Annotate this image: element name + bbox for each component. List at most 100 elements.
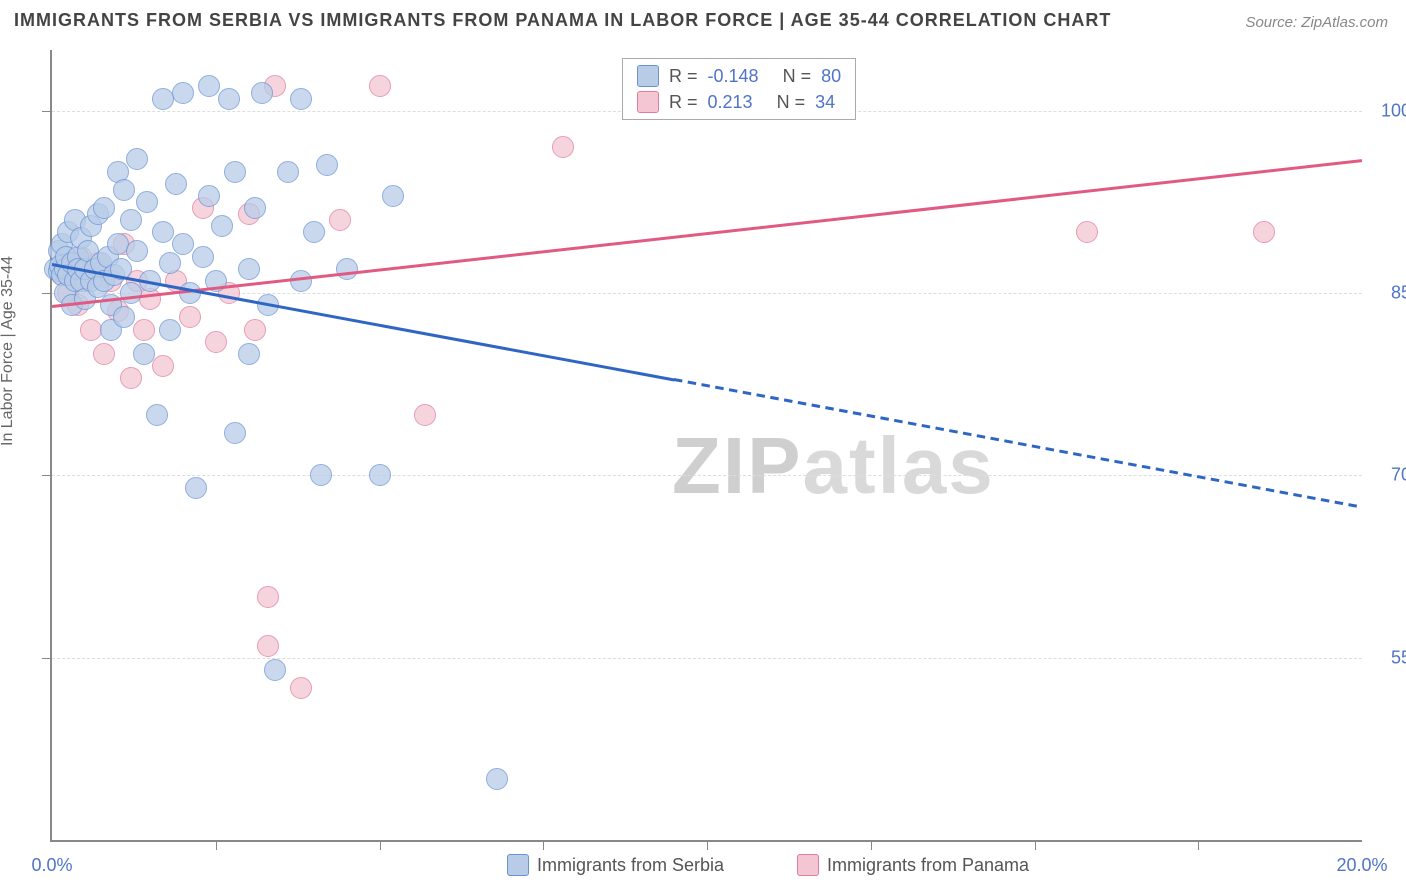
data-point-panama [1076,221,1098,243]
legend-series-serbia: Immigrants from Serbia [507,854,724,876]
x-tick-mark [216,840,217,850]
legend-series-label: Immigrants from Panama [827,855,1029,876]
y-tick-label: 55.0% [1372,647,1406,668]
data-point-panama [152,355,174,377]
data-point-serbia [93,197,115,219]
gridline [52,475,1362,476]
chart-container: IMMIGRANTS FROM SERBIA VS IMMIGRANTS FRO… [0,0,1406,892]
legend-swatch-serbia [637,65,659,87]
data-point-serbia [120,282,142,304]
legend-row-serbia: R = -0.148 N = 80 [623,63,855,89]
data-point-panama [205,331,227,353]
y-tick-label: 100.0% [1372,100,1406,121]
data-point-serbia [264,659,286,681]
x-tick-mark [1198,840,1199,850]
data-point-serbia [303,221,325,243]
data-point-serbia [238,258,260,280]
data-point-panama [179,306,201,328]
data-point-serbia [192,246,214,268]
data-point-serbia [146,404,168,426]
legend-swatch-icon [507,854,529,876]
y-tick-mark [42,475,52,476]
data-point-serbia [382,185,404,207]
legend-r-value: -0.148 [708,66,759,87]
data-point-serbia [238,343,260,365]
data-point-serbia [120,209,142,231]
data-point-serbia [172,82,194,104]
legend-series-label: Immigrants from Serbia [537,855,724,876]
y-axis-label: In Labor Force | Age 35-44 [0,256,17,446]
x-tick-mark [707,840,708,850]
data-point-serbia [152,221,174,243]
regression-line-panama [52,159,1362,307]
regression-line-serbia-extrapolated [674,378,1362,508]
legend-n-value: 34 [815,92,835,113]
data-point-serbia [211,215,233,237]
data-point-serbia [224,161,246,183]
data-point-serbia [113,306,135,328]
data-point-serbia [107,233,129,255]
data-point-panama [133,319,155,341]
data-point-serbia [316,154,338,176]
data-point-serbia [251,82,273,104]
data-point-serbia [136,191,158,213]
data-point-panama [329,209,351,231]
data-point-serbia [113,179,135,201]
data-point-serbia [244,197,266,219]
data-point-panama [93,343,115,365]
data-point-panama [257,635,279,657]
legend-correlation: R = -0.148 N = 80R = 0.213N = 34 [622,58,856,120]
x-tick-mark [380,840,381,850]
data-point-serbia [198,75,220,97]
data-point-serbia [126,240,148,262]
legend-row-panama: R = 0.213N = 34 [623,89,855,115]
legend-series-panama: Immigrants from Panama [797,854,1029,876]
data-point-serbia [133,343,155,365]
data-point-serbia [290,270,312,292]
data-point-serbia [172,233,194,255]
data-point-panama [120,367,142,389]
watermark: ZIPatlas [672,420,995,512]
legend-r-value: 0.213 [708,92,753,113]
data-point-serbia [159,319,181,341]
data-point-serbia [179,282,201,304]
data-point-panama [369,75,391,97]
legend-r-label: R = [669,92,698,113]
data-point-serbia [486,768,508,790]
data-point-serbia [165,173,187,195]
y-tick-mark [42,658,52,659]
data-point-serbia [336,258,358,280]
legend-swatch-icon [797,854,819,876]
y-tick-mark [42,293,52,294]
data-point-panama [257,586,279,608]
data-point-serbia [185,477,207,499]
legend-r-label: R = [669,66,698,87]
x-tick-label: 0.0% [31,855,72,876]
data-point-serbia [224,422,246,444]
x-tick-label: 20.0% [1336,855,1387,876]
data-point-serbia [198,185,220,207]
x-tick-mark [543,840,544,850]
legend-n-label: N = [783,66,812,87]
data-point-panama [244,319,266,341]
data-point-serbia [369,464,391,486]
x-tick-mark [871,840,872,850]
data-point-serbia [290,88,312,110]
data-point-panama [552,136,574,158]
data-point-panama [414,404,436,426]
x-tick-mark [1035,840,1036,850]
data-point-panama [1253,221,1275,243]
chart-title: IMMIGRANTS FROM SERBIA VS IMMIGRANTS FRO… [14,10,1111,31]
y-tick-label: 70.0% [1372,465,1406,486]
y-tick-mark [42,111,52,112]
data-point-serbia [310,464,332,486]
gridline [52,658,1362,659]
data-point-serbia [126,148,148,170]
gridline [52,293,1362,294]
data-point-serbia [218,88,240,110]
legend-n-value: 80 [821,66,841,87]
data-point-panama [290,677,312,699]
plot-area: ZIPatlas 55.0%70.0%85.0%100.0%0.0%20.0%R… [50,50,1362,842]
data-point-serbia [277,161,299,183]
legend-swatch-panama [637,91,659,113]
